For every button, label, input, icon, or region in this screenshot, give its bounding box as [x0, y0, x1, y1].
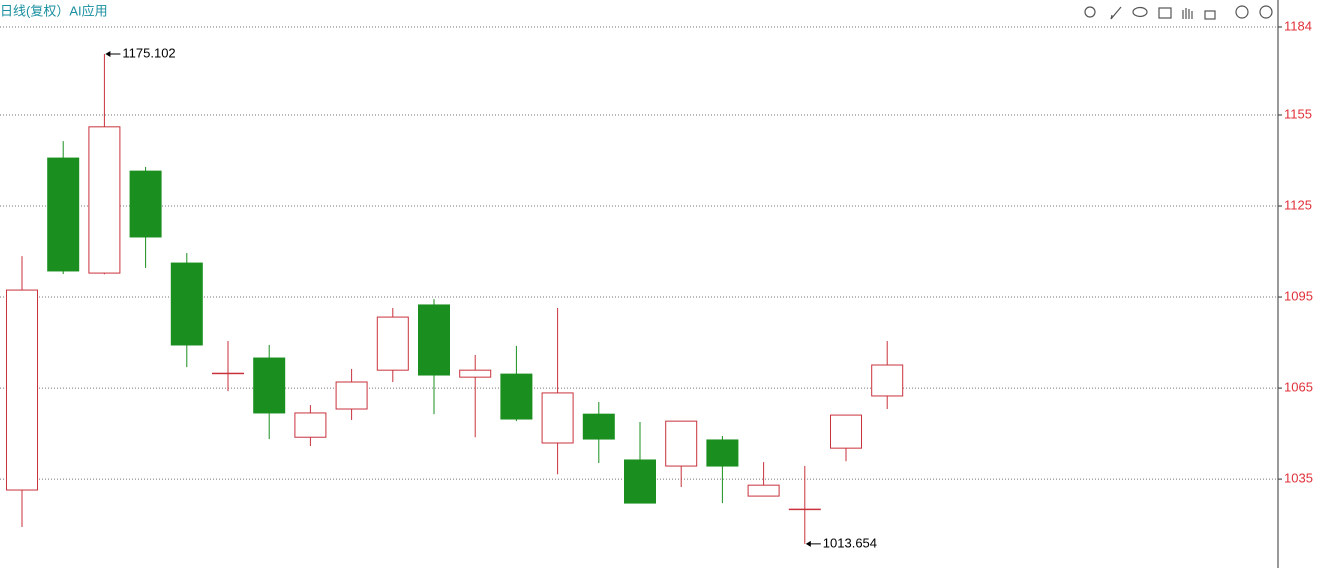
candle-body	[376, 316, 409, 371]
toolbar	[1084, 5, 1273, 20]
candle-body	[871, 364, 904, 397]
candle-body	[665, 420, 698, 467]
candle-body	[541, 392, 574, 444]
annotation-label: 1175.102	[122, 45, 175, 60]
candle-body	[624, 459, 656, 504]
settings-icon[interactable]	[1084, 6, 1096, 18]
y-tick-label: 1095	[1284, 288, 1313, 303]
chart-title: 日线(复权）AI应用	[0, 3, 108, 18]
zoom-in-icon[interactable]	[1235, 5, 1249, 19]
lock-icon[interactable]	[1204, 10, 1216, 20]
candle-body	[830, 414, 862, 449]
annotation-label: 1013.654	[823, 535, 877, 550]
candle-body	[47, 157, 80, 272]
zoom-out-icon[interactable]	[1259, 5, 1273, 19]
annotation-arrowhead	[105, 51, 111, 58]
y-tick-label: 1184	[1284, 18, 1312, 33]
candle-body	[788, 508, 821, 511]
candle-body	[706, 439, 739, 467]
annotation-arrowhead	[805, 540, 811, 547]
candle-body	[459, 369, 492, 378]
draw-icon[interactable]	[1110, 6, 1122, 20]
candle-body	[212, 372, 244, 375]
box-icon[interactable]	[1158, 7, 1172, 19]
y-tick-label: 1125	[1284, 197, 1312, 212]
candle-body	[253, 357, 286, 414]
y-tick-label: 1035	[1284, 471, 1313, 486]
candle-body	[418, 304, 450, 376]
candle-body	[6, 289, 38, 491]
y-tick-label: 1065	[1284, 380, 1313, 395]
candle-body	[582, 413, 615, 440]
candle-body	[747, 484, 780, 497]
eye-icon[interactable]	[1132, 6, 1148, 18]
candle-body	[335, 381, 368, 410]
y-tick-label: 1155	[1284, 106, 1312, 121]
candle-body	[170, 262, 203, 346]
candle-body	[88, 126, 121, 274]
candle-body	[129, 170, 162, 238]
hand-icon[interactable]	[1182, 8, 1193, 19]
candle-body	[294, 412, 327, 438]
candle-body	[500, 373, 533, 420]
